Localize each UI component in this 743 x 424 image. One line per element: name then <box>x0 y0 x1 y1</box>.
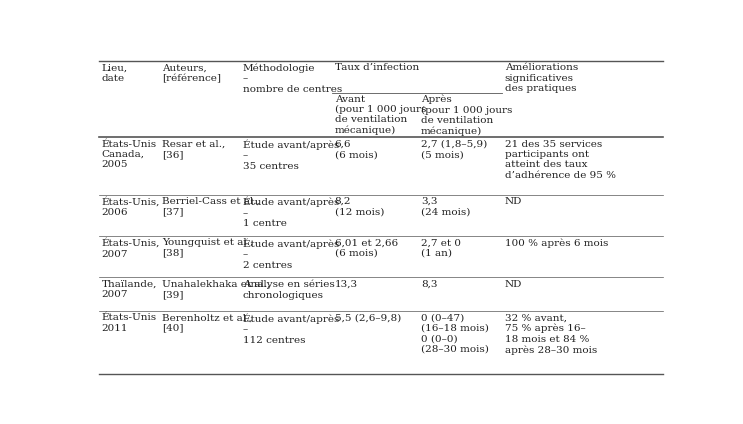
Text: Auteurs,
[référence]: Auteurs, [référence] <box>162 63 221 83</box>
Text: Resar et al.,
[36]: Resar et al., [36] <box>162 139 225 159</box>
Text: États-Unis,
2006: États-Unis, 2006 <box>102 197 160 217</box>
Text: 13,3: 13,3 <box>334 280 358 289</box>
Text: 0 (0–47)
(16–18 mois)
0 (0–0)
(28–30 mois): 0 (0–47) (16–18 mois) 0 (0–0) (28–30 moi… <box>421 313 489 354</box>
Text: ND: ND <box>504 280 522 289</box>
Text: 100 % après 6 mois: 100 % après 6 mois <box>504 238 608 248</box>
Text: Berriel-Cass et al.,
[37]: Berriel-Cass et al., [37] <box>162 197 260 216</box>
Text: 32 % avant,
75 % après 16–
18 mois et 84 %
après 28–30 mois: 32 % avant, 75 % après 16– 18 mois et 84… <box>504 313 597 354</box>
Text: 5,5 (2,6–9,8): 5,5 (2,6–9,8) <box>334 313 401 322</box>
Text: 8,3: 8,3 <box>421 280 438 289</box>
Text: Étude avant/après
–
112 centres: Étude avant/après – 112 centres <box>242 313 339 345</box>
Text: Lieu,
date: Lieu, date <box>102 63 128 83</box>
Text: Améliorations
significatives
des pratiques: Améliorations significatives des pratiqu… <box>504 63 578 93</box>
Text: 6,6
(6 mois): 6,6 (6 mois) <box>334 139 377 159</box>
Text: 21 des 35 services
participants ont
atteint des taux
d’adhérence de 95 %: 21 des 35 services participants ont atte… <box>504 139 616 180</box>
Text: 2,7 et 0
(1 an): 2,7 et 0 (1 an) <box>421 238 461 258</box>
Text: Étude avant/après
–
35 centres: Étude avant/après – 35 centres <box>242 139 339 171</box>
Text: Unahalekhaka et al.,
[39]: Unahalekhaka et al., [39] <box>162 280 270 299</box>
Text: Avant
(pour 1 000 jours
de ventilation
mécanique): Avant (pour 1 000 jours de ventilation m… <box>334 95 426 136</box>
Text: 2,7 (1,8–5,9)
(5 mois): 2,7 (1,8–5,9) (5 mois) <box>421 139 487 159</box>
Text: Étude avant/après
–
2 centres: Étude avant/après – 2 centres <box>242 238 339 270</box>
Text: États-Unis
2011: États-Unis 2011 <box>102 313 157 333</box>
Text: Méthodologie
–
nombre de centres: Méthodologie – nombre de centres <box>242 63 342 94</box>
Text: Youngquist et al.,
[38]: Youngquist et al., [38] <box>162 238 253 258</box>
Text: Taux d’infection: Taux d’infection <box>334 63 419 72</box>
Text: États-Unis
Canada,
2005: États-Unis Canada, 2005 <box>102 139 157 170</box>
Text: 6,01 et 2,66
(6 mois): 6,01 et 2,66 (6 mois) <box>334 238 398 258</box>
Text: Thaïlande,
2007: Thaïlande, 2007 <box>102 280 157 299</box>
Text: Analyse en séries
chronologiques: Analyse en séries chronologiques <box>242 280 334 300</box>
Text: Après
(pour 1 000 jours
de ventilation
mécanique): Après (pour 1 000 jours de ventilation m… <box>421 95 513 136</box>
Text: 3,3
(24 mois): 3,3 (24 mois) <box>421 197 470 216</box>
Text: Étude avant/après
–
1 centre: Étude avant/après – 1 centre <box>242 197 339 228</box>
Text: États-Unis,
2007: États-Unis, 2007 <box>102 238 160 259</box>
Text: 8,2
(12 mois): 8,2 (12 mois) <box>334 197 384 216</box>
Text: ND: ND <box>504 197 522 206</box>
Text: Berenholtz et al.,
[40]: Berenholtz et al., [40] <box>162 313 253 333</box>
